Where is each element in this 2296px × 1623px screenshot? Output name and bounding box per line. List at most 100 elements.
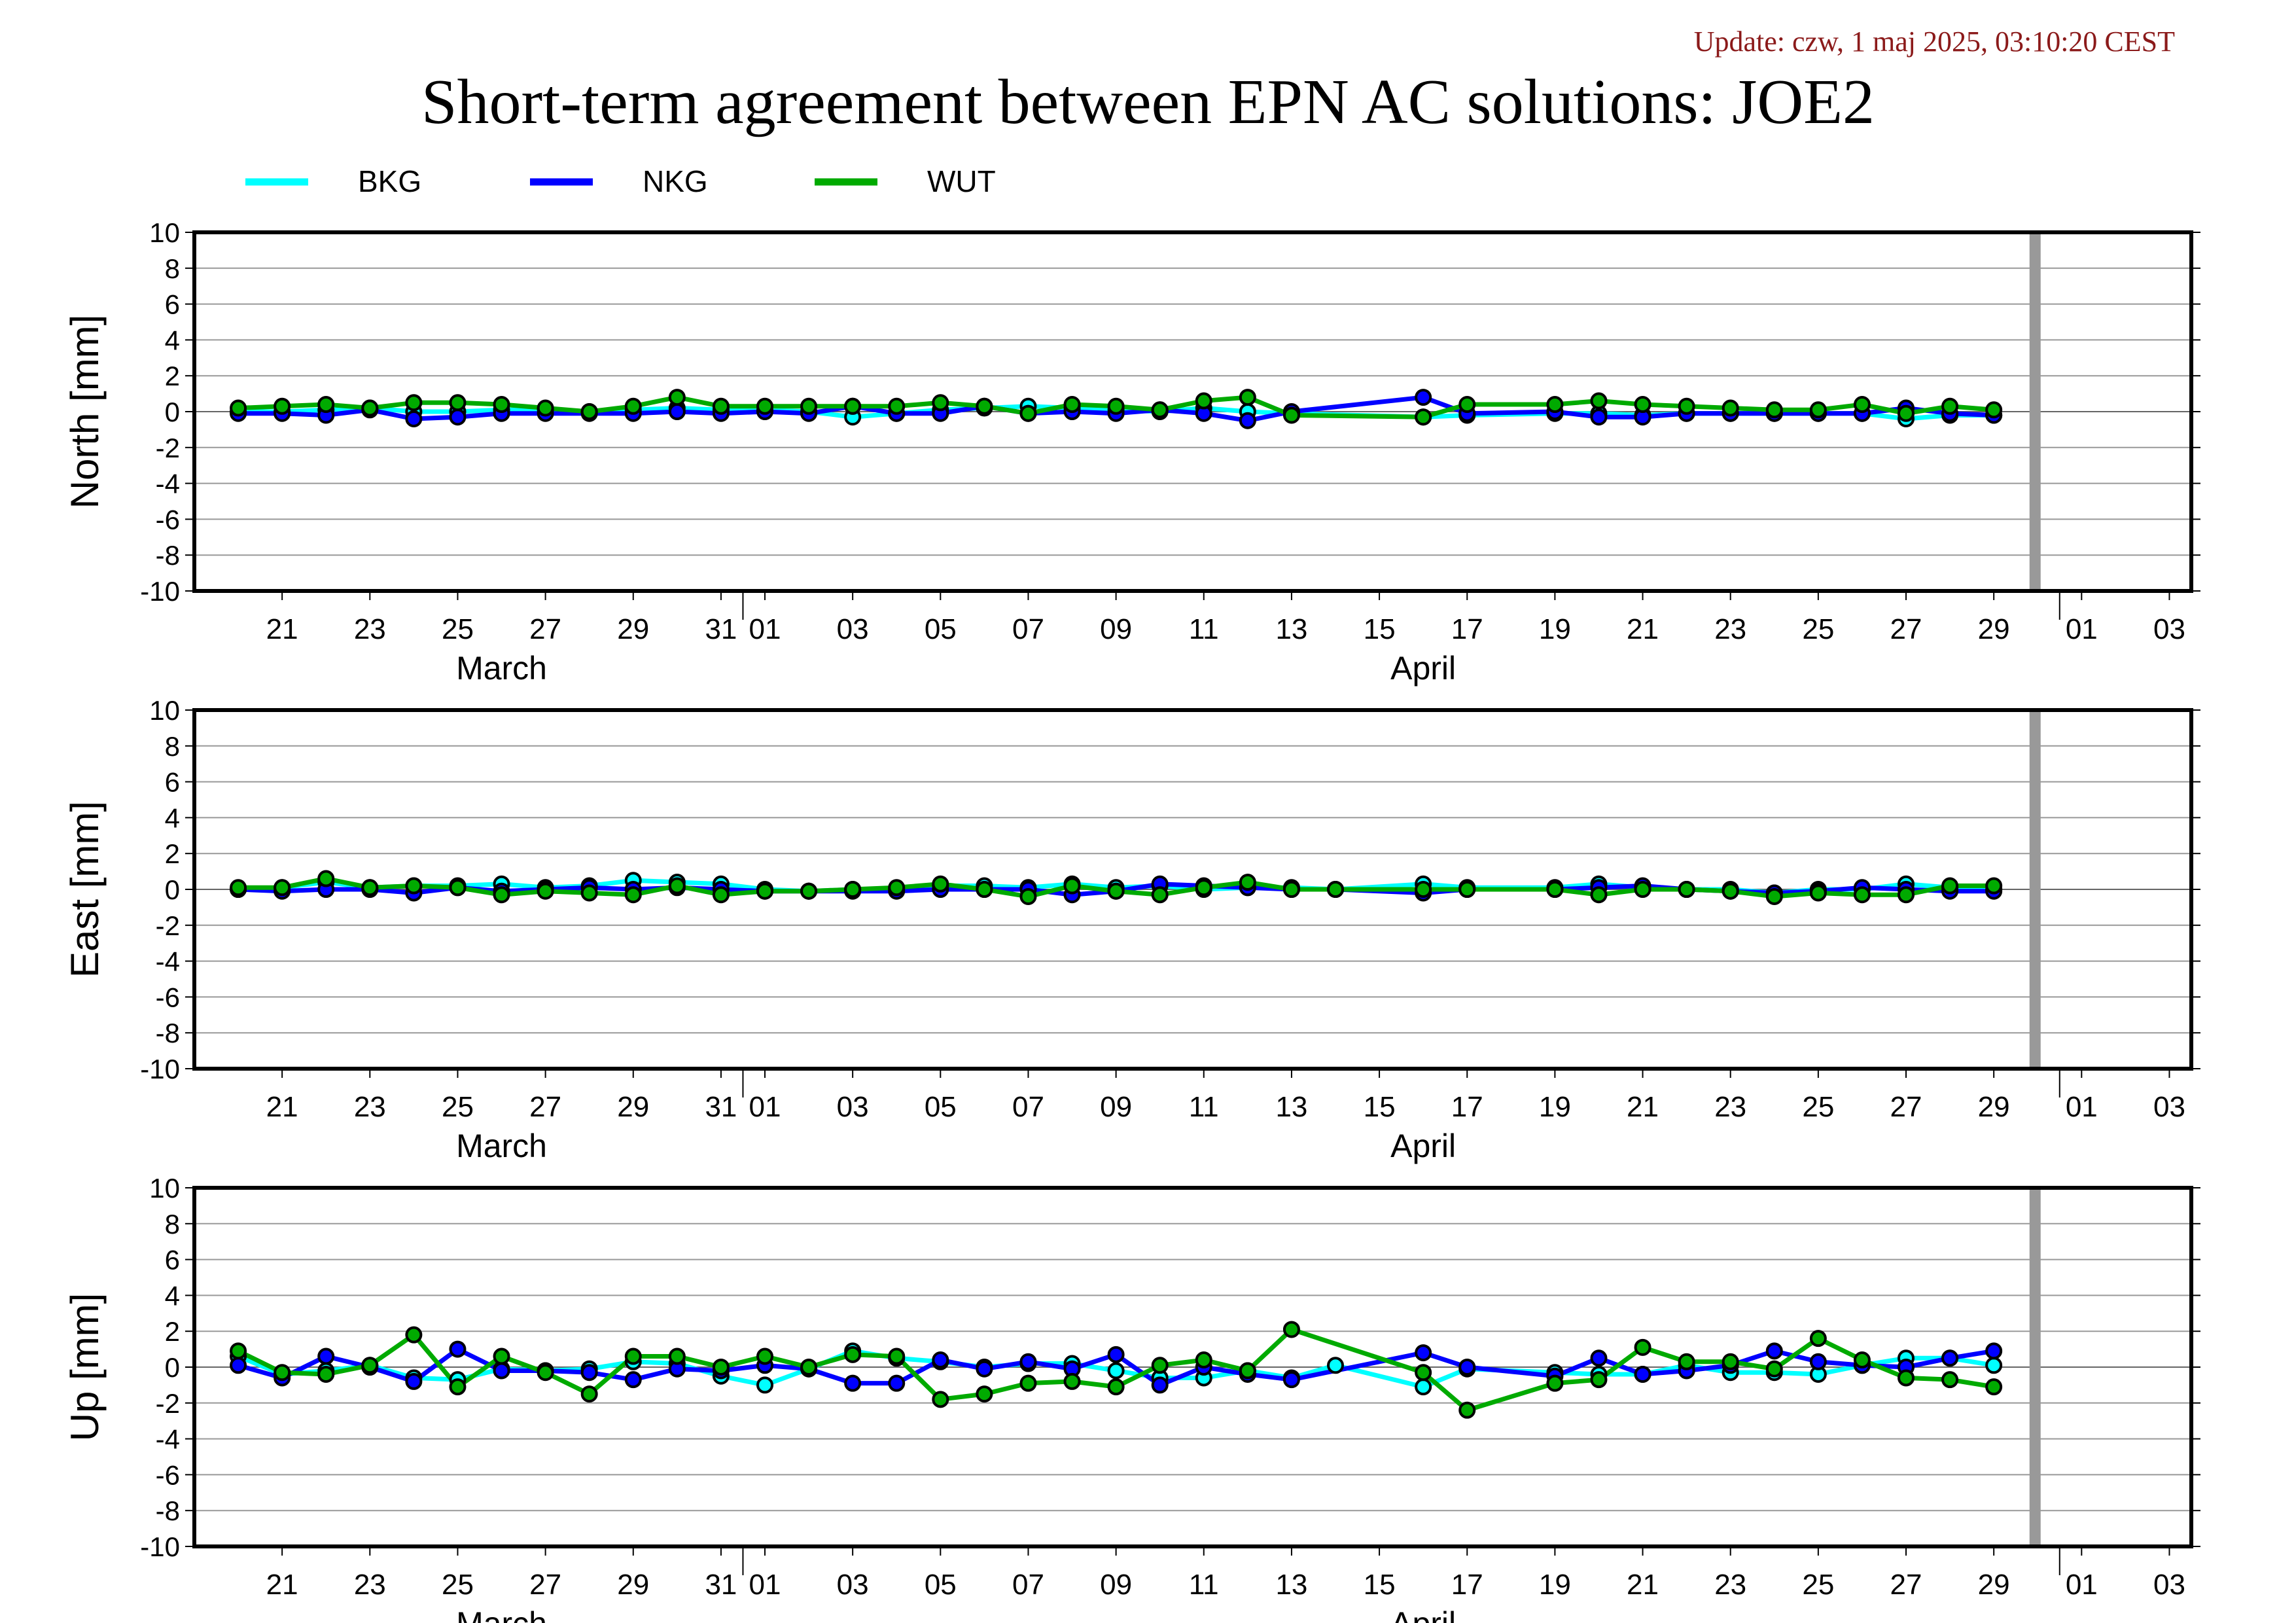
north-point-wut — [1458, 396, 1476, 414]
x-tick-label: 19 — [1539, 613, 1571, 645]
month-label: April — [1390, 650, 1456, 687]
x-tick-label: 15 — [1364, 613, 1396, 645]
legend-label-bkg: BKG — [358, 164, 421, 198]
x-tick-label: 01 — [749, 1569, 781, 1601]
x-tick-label: 07 — [1012, 613, 1044, 645]
x-tick-label: 03 — [837, 613, 869, 645]
north-point-wut — [1853, 396, 1871, 414]
north-point-wut — [1809, 401, 1827, 419]
x-tick-label: 05 — [925, 613, 957, 645]
legend-label-nkg: NKG — [643, 164, 708, 198]
x-tick-label: 27 — [1890, 1569, 1922, 1601]
up-point-wut — [1063, 1372, 1081, 1390]
x-tick-label: 13 — [1275, 1091, 1307, 1123]
x-tick-label: 15 — [1364, 1091, 1396, 1123]
east-point-wut — [1415, 881, 1432, 898]
legend-label-wut: WUT — [927, 164, 996, 198]
x-tick-label: 29 — [1978, 1091, 2010, 1123]
month-label: March — [456, 650, 547, 687]
x-tick-label: 01 — [2066, 1091, 2098, 1123]
up-point-nkg — [1634, 1365, 1651, 1383]
up-point-nkg — [449, 1340, 467, 1358]
x-tick-label: 23 — [354, 1569, 386, 1601]
y-tick-label: -2 — [156, 1388, 180, 1419]
x-tick-label: 25 — [442, 1569, 474, 1601]
up-point-wut — [1722, 1353, 1739, 1370]
month-label: March — [456, 1128, 547, 1164]
up-point-wut — [1898, 1369, 1915, 1387]
east-point-wut — [1327, 881, 1344, 898]
north-point-wut — [1415, 408, 1432, 426]
east-point-wut — [1765, 887, 1783, 905]
north-point-wut — [580, 403, 598, 420]
x-tick-label: 25 — [1802, 613, 1834, 645]
y-tick-label: -2 — [156, 910, 180, 941]
north-point-wut — [1590, 392, 1608, 410]
up-point-nkg — [1458, 1359, 1476, 1376]
x-tick-label: 29 — [617, 1091, 649, 1123]
north-point-wut — [1063, 396, 1081, 414]
east-point-wut — [1634, 881, 1651, 898]
up-axis-label: Up [mm] — [63, 1293, 107, 1442]
north-point-wut — [888, 397, 906, 415]
y-tick-label: 8 — [165, 731, 180, 762]
up-point-wut — [230, 1342, 247, 1360]
up-point-nkg — [1809, 1353, 1827, 1370]
x-tick-label: 09 — [1100, 1091, 1132, 1123]
up-point-nkg — [932, 1351, 949, 1369]
x-tick-label: 21 — [266, 613, 298, 645]
month-label: April — [1390, 1605, 1456, 1623]
north-point-wut — [756, 397, 773, 415]
month-label: April — [1390, 1128, 1456, 1164]
east-point-wut — [449, 879, 467, 897]
y-tick-label: -6 — [156, 982, 180, 1012]
north-point-wut — [317, 396, 335, 414]
x-tick-label: 15 — [1364, 1569, 1396, 1601]
east-point-wut — [405, 877, 423, 895]
up-point-wut — [976, 1385, 993, 1403]
x-tick-label: 09 — [1100, 1569, 1132, 1601]
up-point-wut — [888, 1347, 906, 1365]
y-tick-label: -2 — [156, 433, 180, 463]
x-tick-label: 05 — [925, 1091, 957, 1123]
up-point-nkg — [1415, 1344, 1432, 1362]
up-point-nkg — [580, 1364, 598, 1382]
x-tick-label: 17 — [1451, 1569, 1483, 1601]
x-tick-label: 03 — [2153, 1091, 2185, 1123]
up-point-nkg — [1590, 1349, 1608, 1367]
x-tick-label: 23 — [354, 613, 386, 645]
x-tick-label: 01 — [2066, 1569, 2098, 1601]
north-point-wut — [1239, 389, 1256, 406]
up-point-nkg — [1151, 1376, 1169, 1394]
y-tick-label: 0 — [165, 397, 180, 427]
x-tick-label: 03 — [2153, 613, 2185, 645]
up-point-wut — [1019, 1374, 1037, 1392]
north-point-wut — [624, 397, 642, 415]
north-point-wut — [1019, 404, 1037, 422]
east-point-wut — [317, 870, 335, 887]
x-tick-label: 03 — [837, 1091, 869, 1123]
x-tick-label: 11 — [1189, 613, 1219, 645]
y-tick-label: 6 — [165, 289, 180, 320]
up-point-nkg — [1107, 1346, 1125, 1363]
east-axis-label: East [mm] — [63, 801, 107, 978]
north-point-nkg — [405, 410, 423, 427]
up-point-wut — [1678, 1353, 1695, 1370]
up-point-wut — [932, 1391, 949, 1408]
east-point-wut — [1722, 882, 1739, 900]
north-point-wut — [361, 399, 379, 417]
north-point-wut — [449, 394, 467, 412]
up-point-wut — [449, 1378, 467, 1396]
x-tick-label: 29 — [1978, 1569, 2010, 1601]
x-tick-label: 03 — [2153, 1569, 2185, 1601]
up-point-wut — [580, 1385, 598, 1403]
east-point-wut — [1195, 879, 1212, 897]
north-point-wut — [1898, 404, 1915, 422]
north-point-wut — [405, 394, 423, 412]
up-point-bkg — [1107, 1362, 1125, 1380]
x-tick-label: 23 — [1714, 1569, 1746, 1601]
x-tick-label: 17 — [1451, 613, 1483, 645]
east-point-wut — [230, 879, 247, 897]
north-point-wut — [1546, 396, 1564, 414]
up-point-wut — [317, 1365, 335, 1383]
